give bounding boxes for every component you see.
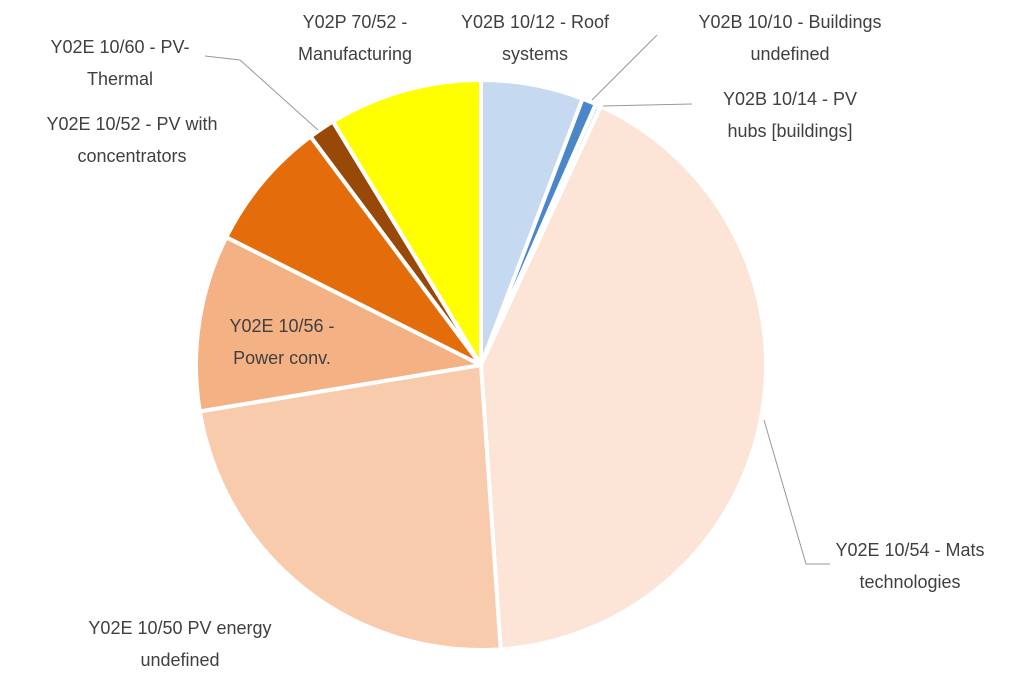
slice-label: Y02B 10/12 - Roof systems — [461, 12, 610, 64]
slice-label: Y02E 10/52 - PV with concentrators — [46, 114, 217, 166]
slice-label: Y02E 10/60 - PV-Thermal — [50, 37, 189, 89]
leader-line — [763, 419, 830, 565]
pie-slice — [224, 134, 483, 367]
pie-slice — [479, 104, 768, 652]
slice-label: Y02E 10/56 -Power conv. — [229, 316, 334, 368]
pie-slice — [197, 363, 503, 652]
leader-line — [204, 55, 319, 131]
slice-label: Y02B 10/10 - Buildings undefined — [698, 12, 881, 64]
slice-label: Y02E 10/50 PV energy undefined — [88, 618, 271, 670]
pie-slice — [330, 78, 483, 367]
slice-label: Y02P 70/52 -Manufacturing — [298, 12, 412, 64]
pie-slice — [194, 235, 483, 414]
slice-label: Y02B 10/14 - PV hubs [buildings] — [723, 89, 857, 141]
leader-line — [591, 34, 658, 101]
slice-label: Y02E 10/54 - Mats technologies — [835, 540, 984, 592]
leader-line — [602, 103, 693, 107]
